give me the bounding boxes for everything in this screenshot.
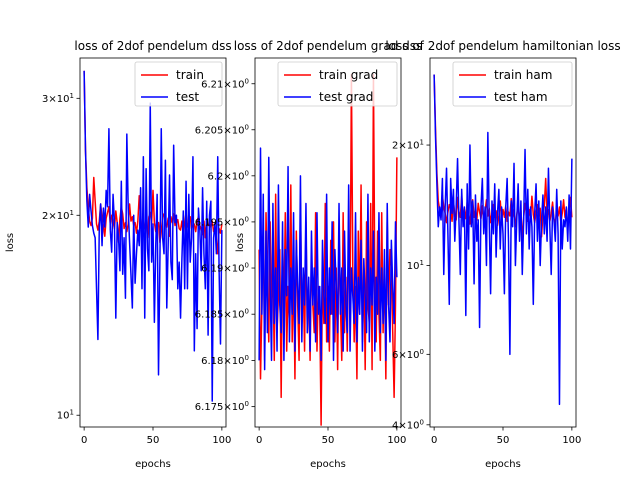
chart-title: loss of 2dof pendelum dss bbox=[74, 39, 231, 53]
y-tick-label: 6.19×100 bbox=[201, 262, 249, 275]
y-tick-label: 6.2×100 bbox=[208, 169, 250, 182]
legend-label-2: test bbox=[176, 90, 199, 104]
chart-title: loss of 2dof pendelum hamiltonian loss bbox=[385, 39, 620, 53]
x-tick-label: 0 bbox=[256, 435, 262, 446]
y-tick-label: 2×101 bbox=[392, 139, 424, 152]
x-tick-label: 50 bbox=[497, 435, 510, 446]
legend-label-1: train bbox=[176, 68, 204, 82]
y-tick-label: 4×100 bbox=[392, 418, 424, 431]
y-tick-label: 6.175×100 bbox=[195, 400, 249, 413]
y-tick-label: 6×100 bbox=[392, 348, 424, 361]
legend: train ham test ham bbox=[452, 61, 573, 107]
x-tick-label: 100 bbox=[387, 435, 406, 446]
series-line-2 bbox=[258, 147, 398, 371]
x-axis-label: epochs bbox=[485, 459, 521, 470]
y-tick-label: 6.185×100 bbox=[195, 308, 249, 321]
legend-box bbox=[134, 61, 223, 107]
x-axis-label: epochs bbox=[310, 459, 346, 470]
x-tick-label: 50 bbox=[147, 435, 160, 446]
chart-title: loss of 2dof pendelum grad dss bbox=[234, 39, 423, 53]
series-line-2 bbox=[83, 70, 223, 402]
legend-label-2: test ham bbox=[494, 90, 548, 104]
subplot-1: 0 50 100 101 2×101 3×101 epochs loss loss of 2do… bbox=[5, 39, 232, 470]
y-axis-label: loss bbox=[235, 233, 246, 252]
y-tick-label: 101 bbox=[57, 409, 74, 422]
y-tick-label: 101 bbox=[407, 259, 424, 272]
y-tick-label: 6.205×100 bbox=[195, 123, 249, 136]
y-tick-label: 2×101 bbox=[42, 209, 74, 222]
legend-box bbox=[277, 61, 398, 107]
x-tick-label: 0 bbox=[81, 435, 87, 446]
x-axis-label: epochs bbox=[135, 459, 171, 470]
y-tick-label: 6.21×100 bbox=[201, 77, 249, 90]
legend: train test bbox=[134, 61, 223, 107]
legend-box bbox=[452, 61, 573, 107]
legend-label-1: train ham bbox=[494, 68, 552, 82]
y-axis-label: loss bbox=[5, 233, 16, 252]
x-tick-label: 100 bbox=[212, 435, 231, 446]
series-line-2 bbox=[433, 74, 573, 406]
x-tick-label: 50 bbox=[322, 435, 335, 446]
y-tick-label: 6.195×100 bbox=[195, 215, 249, 228]
legend: train grad test grad bbox=[277, 61, 398, 107]
legend-label-1: train grad bbox=[319, 68, 378, 82]
subplot-3: 0 50 100 4×100 6×100 101 2×101 epochs loss of 2d… bbox=[385, 39, 620, 470]
subplot-2: 0 50 100 6.175×100 6.18×100 6.185×100 6.19×100… bbox=[195, 39, 422, 470]
x-tick-label: 0 bbox=[431, 435, 437, 446]
y-tick-label: 3×101 bbox=[42, 92, 74, 105]
y-tick-label: 6.18×100 bbox=[201, 354, 249, 367]
x-tick-label: 100 bbox=[562, 435, 581, 446]
legend-label-2: test grad bbox=[319, 90, 373, 104]
